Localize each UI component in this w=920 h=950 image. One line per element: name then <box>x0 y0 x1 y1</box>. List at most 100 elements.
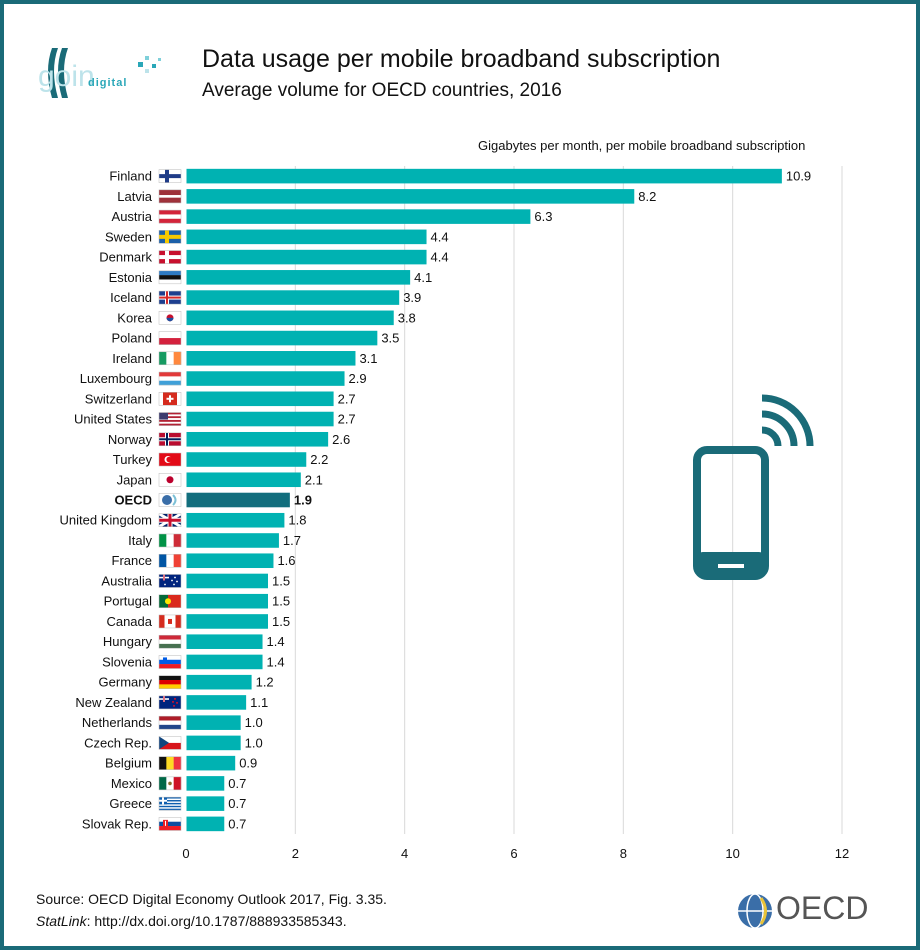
bar <box>186 270 411 285</box>
flag-mexico-icon <box>158 776 182 791</box>
bar <box>186 634 263 649</box>
category-label: United Kingdom <box>60 513 153 528</box>
bar <box>186 533 279 548</box>
bar <box>186 695 247 710</box>
bar <box>186 755 236 771</box>
x-tick-label: 4 <box>401 846 408 861</box>
data-label: 0.9 <box>239 756 257 771</box>
bar <box>186 573 268 589</box>
flag-slovenia-icon <box>158 655 182 669</box>
data-label: 1.5 <box>272 614 290 629</box>
flag-czech-rep-icon <box>158 736 182 750</box>
category-label: Estonia <box>109 270 153 285</box>
category-label: Mexico <box>111 776 152 791</box>
data-label: 3.9 <box>403 290 421 305</box>
flag-sweden-icon <box>158 230 182 244</box>
flag-slovak-rep-icon <box>158 817 182 831</box>
data-label: 8.2 <box>638 189 656 204</box>
x-tick-label: 2 <box>292 846 299 861</box>
category-label: New Zealand <box>75 695 152 710</box>
x-tick-label: 12 <box>835 846 849 861</box>
bar <box>186 310 394 326</box>
category-label: Korea <box>117 310 152 325</box>
flag-austria-icon <box>158 209 182 224</box>
bar <box>186 614 268 629</box>
flag-latvia-icon <box>158 189 182 204</box>
data-label: 4.1 <box>414 270 432 285</box>
bar <box>186 229 427 245</box>
data-label: 10.9 <box>786 169 811 184</box>
flag-turkey-icon <box>158 452 182 467</box>
category-label: Denmark <box>99 250 152 265</box>
chart-title: Data usage per mobile broadband subscrip… <box>202 45 721 73</box>
bar <box>186 371 345 386</box>
bar <box>186 290 400 305</box>
category-label: Latvia <box>117 189 152 204</box>
category-label: Turkey <box>113 452 153 467</box>
category-label: France <box>112 553 152 568</box>
flag-denmark-icon <box>158 250 182 264</box>
bar <box>186 189 635 204</box>
bar <box>186 654 263 670</box>
statlink-url[interactable]: : http://dx.doi.org/10.1787/888933585343… <box>86 913 347 929</box>
category-label: Japan <box>117 472 152 487</box>
data-label: 3.8 <box>398 310 416 325</box>
flag-japan-icon <box>158 473 182 487</box>
data-label: 1.5 <box>272 594 290 609</box>
bar <box>186 472 301 488</box>
bar <box>186 209 531 224</box>
flag-norway-icon <box>158 432 182 447</box>
category-label: Ireland <box>112 351 152 366</box>
svg-text:goin: goin <box>38 60 95 93</box>
category-label: Australia <box>101 573 152 588</box>
flag-estonia-icon <box>158 270 182 285</box>
bar <box>186 796 225 811</box>
bar <box>186 674 252 690</box>
data-label: 1.4 <box>267 654 285 669</box>
flag-hungary-icon <box>158 634 182 649</box>
category-label: Sweden <box>105 229 152 244</box>
category-label: Germany <box>99 675 153 690</box>
category-label: Switzerland <box>85 391 152 406</box>
category-label: Hungary <box>103 634 153 649</box>
chart-subtitle: Average volume for OECD countries, 2016 <box>202 80 562 101</box>
category-label: Netherlands <box>82 715 153 730</box>
x-tick-label: 6 <box>510 846 517 861</box>
x-tick-label: 8 <box>620 846 627 861</box>
bar <box>186 431 329 447</box>
mobile-phone-icon <box>693 394 814 580</box>
data-label: 1.4 <box>267 634 285 649</box>
bar <box>186 715 241 730</box>
flag-united-kingdom-icon <box>158 512 182 529</box>
bar <box>186 452 307 467</box>
bar <box>186 391 334 407</box>
category-label: Iceland <box>110 290 152 305</box>
data-label: 1.2 <box>256 675 274 690</box>
bar <box>186 553 274 569</box>
data-label: 2.7 <box>338 412 356 427</box>
flag-portugal-icon <box>158 594 182 608</box>
flag-united-states-icon <box>158 412 182 426</box>
bar <box>186 249 427 265</box>
data-label: 1.7 <box>283 533 301 548</box>
bar <box>186 593 268 609</box>
bar <box>186 816 225 832</box>
bar <box>186 512 285 528</box>
category-label: Luxembourg <box>80 371 152 386</box>
bar <box>186 411 334 427</box>
flag-switzerland-icon <box>158 392 182 406</box>
category-label: Finland <box>109 169 152 184</box>
flag-oecd-icon <box>158 493 182 507</box>
category-label: Canada <box>106 614 152 629</box>
flag-luxembourg-icon <box>158 371 182 386</box>
data-label: 4.4 <box>431 229 449 244</box>
category-label: Slovenia <box>102 654 153 669</box>
flag-ireland-icon <box>158 351 182 366</box>
category-label: Portugal <box>104 594 153 609</box>
data-label: 4.4 <box>431 250 449 265</box>
flag-canada-icon <box>158 614 182 629</box>
bar <box>186 492 290 508</box>
flag-greece-icon <box>158 796 182 811</box>
data-label: 1.5 <box>272 573 290 588</box>
